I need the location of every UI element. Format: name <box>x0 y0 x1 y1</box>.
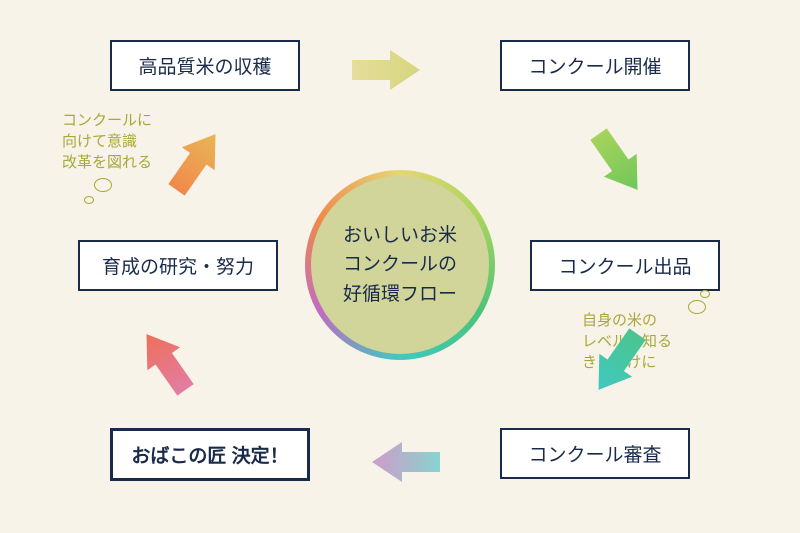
callout-left: コンクールに 向けて意識 改革を図れる <box>62 110 152 173</box>
node-entry: コンクール出品 <box>530 240 720 291</box>
bubble-tail <box>688 300 706 314</box>
center-text: おいしいお米 コンクールの 好循環フロー <box>343 221 457 309</box>
node-label: コンクール出品 <box>558 257 691 278</box>
center-line3: 好循環フロー <box>343 284 457 305</box>
node-label: おばこの匠 決定！ <box>131 446 288 467</box>
node-held: コンクール開催 <box>500 40 690 91</box>
cycle-arrow <box>579 120 656 204</box>
cycle-arrow <box>127 320 204 404</box>
bubble-tail <box>94 178 112 192</box>
node-label: 育成の研究・努力 <box>102 257 254 278</box>
node-winner: おばこの匠 決定！ <box>110 428 310 481</box>
cycle-arrow <box>157 120 234 204</box>
callout-line: コンクールに <box>62 112 152 129</box>
node-research: 育成の研究・努力 <box>78 240 278 291</box>
node-judging: コンクール審査 <box>500 428 690 479</box>
center-line2: コンクールの <box>343 254 457 275</box>
callout-line: 改革を図れる <box>62 154 152 171</box>
center-line1: おいしいお米 <box>343 225 457 246</box>
diagram-stage: おいしいお米 コンクールの 好循環フロー 高品質米の収穫 コンクール開催 コンク… <box>0 0 800 533</box>
node-label: 高品質米の収穫 <box>138 57 271 78</box>
callout-line: 向けて意識 <box>62 133 137 150</box>
center-inner: おいしいお米 コンクールの 好循環フロー <box>311 176 489 354</box>
bubble-tail <box>700 290 710 298</box>
bubble-tail <box>84 196 94 204</box>
center-circle: おいしいお米 コンクールの 好循環フロー <box>305 170 495 360</box>
node-label: コンクール審査 <box>528 445 661 466</box>
cycle-arrow <box>350 48 422 92</box>
cycle-arrow <box>370 440 442 484</box>
node-label: コンクール開催 <box>528 57 661 78</box>
node-harvest: 高品質米の収穫 <box>110 40 300 91</box>
